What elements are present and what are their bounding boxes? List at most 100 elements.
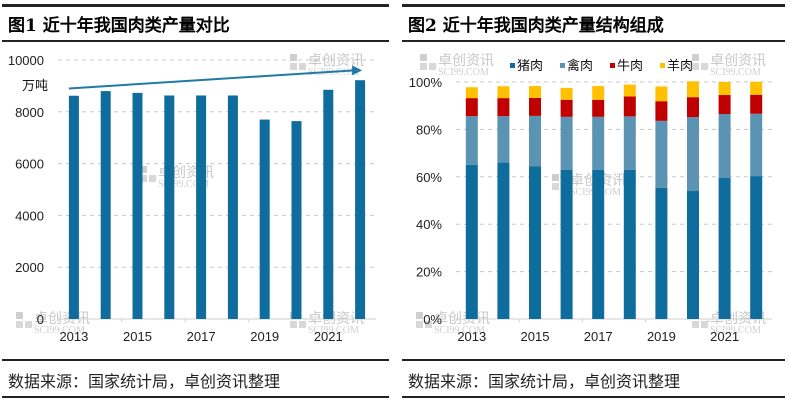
watermark-text: 卓创资讯 <box>710 53 766 69</box>
panel-meat-output: 图1 近十年我国肉类产量对比 卓创资讯 SCI99.COM 卓创资讯 SCI99.CO… <box>0 0 395 406</box>
y-tick-label: 8000 <box>15 105 44 120</box>
watermark-logo-icon <box>140 166 147 173</box>
legend-label: 羊肉 <box>667 58 693 74</box>
top-rule <box>2 4 389 7</box>
bar-segment-禽肉-2019 <box>655 120 668 188</box>
bar-segment-禽肉-2016 <box>560 116 573 170</box>
y-tick-label: 40% <box>416 217 442 232</box>
top-rule <box>402 4 785 7</box>
bar-segment-羊肉-2016 <box>560 87 573 100</box>
y-tick-label: 10000 <box>8 53 44 68</box>
watermark-logo-icon <box>692 54 699 61</box>
watermark-text: 卓创资讯 <box>308 53 364 69</box>
trend-arrow-head-icon <box>352 65 363 76</box>
x-tick-label: 2015 <box>521 329 550 344</box>
bar-segment-猪肉-2022 <box>750 176 763 319</box>
watermark-url: SCI99.COM <box>308 325 359 336</box>
bar-2021 <box>323 89 334 319</box>
watermark-logo-icon <box>692 321 699 328</box>
y-tick-label: 6000 <box>15 157 44 172</box>
watermark-logo-icon <box>25 321 32 328</box>
watermark-logo-icon <box>140 175 147 182</box>
watermark-logo-icon <box>701 63 708 70</box>
bar-segment-牛肉-2016 <box>560 99 573 117</box>
bar-segment-羊肉-2019 <box>655 86 668 102</box>
watermark-text: 卓创资讯 <box>438 53 494 69</box>
bar-chart-meat-output: 卓创资讯SCI99.COM卓创资讯SCI99.COM卓创资讯SCI99.COM卓… <box>8 53 376 344</box>
bar-2022 <box>355 80 366 319</box>
trend-arrow-line <box>68 69 355 90</box>
bar-2015 <box>132 92 143 319</box>
bar-segment-禽肉-2018 <box>623 116 636 170</box>
bar-segment-羊肉-2022 <box>750 81 763 95</box>
watermark-logo-icon <box>290 63 297 70</box>
bar-segment-猪肉-2016 <box>560 169 573 319</box>
watermark-url: SCI99.COM <box>710 325 761 336</box>
bar-segment-猪肉-2013 <box>465 164 478 319</box>
watermark-logo-icon <box>429 63 436 70</box>
watermark-url: SCI99.COM <box>710 67 761 78</box>
bar-2013 <box>68 95 79 319</box>
bottom-rule <box>402 396 785 398</box>
bar-segment-猪肉-2020 <box>687 191 699 319</box>
chart-bottom-rule <box>2 359 389 361</box>
watermark-logo-icon <box>290 54 297 61</box>
bar-2019 <box>259 119 270 319</box>
y-tick-label: 4000 <box>15 208 44 223</box>
legend-swatch-猪肉 <box>510 63 515 68</box>
watermark-logo-icon <box>299 321 306 328</box>
title-rule <box>402 40 785 42</box>
bar-segment-禽肉-2014 <box>497 116 510 163</box>
watermark-logo-icon <box>299 63 306 70</box>
bar-segment-猪肉-2017 <box>592 169 605 319</box>
title-rule <box>2 40 389 42</box>
legend-swatch-羊肉 <box>660 63 665 68</box>
x-tick-label: 2013 <box>457 329 486 344</box>
x-tick-label: 2017 <box>584 329 613 344</box>
bar-segment-牛肉-2020 <box>687 97 699 118</box>
bar-2018 <box>227 95 238 319</box>
watermark-logo-icon <box>692 63 699 70</box>
watermark-logo-icon <box>290 321 297 328</box>
panel-meat-structure: 图2 近十年我国肉类产量结构组成 卓创资讯 SCI99.COM 卓创资讯 SCI99.… <box>400 0 791 406</box>
y-tick-label: 2000 <box>15 260 44 275</box>
x-tick-label: 2021 <box>314 329 343 344</box>
watermark-url: SCI99.COM <box>434 325 485 336</box>
bar-segment-牛肉-2022 <box>750 94 763 114</box>
watermark-logo-icon <box>149 175 156 182</box>
y-tick-label: 60% <box>416 170 442 185</box>
bar-segment-禽肉-2021 <box>718 113 731 178</box>
bar-segment-羊肉-2017 <box>592 86 605 100</box>
watermark-url: SCI99.COM <box>34 325 85 336</box>
bar-segment-牛肉-2021 <box>718 95 731 114</box>
bar-2020 <box>291 121 302 320</box>
bar-segment-羊肉-2020 <box>687 81 699 98</box>
watermark-logo-icon <box>16 312 23 319</box>
y-tick-label: 100% <box>409 75 443 90</box>
watermark-logo-icon <box>16 321 23 328</box>
chart-bottom-rule <box>402 359 785 361</box>
y-tick-label: 20% <box>416 265 442 280</box>
bar-segment-羊肉-2021 <box>718 82 731 96</box>
x-tick-label: 2019 <box>250 329 279 344</box>
y-axis-unit: 万吨 <box>22 79 48 94</box>
bar-segment-牛肉-2018 <box>623 96 636 117</box>
bar-segment-羊肉-2015 <box>529 86 541 98</box>
watermark-logo-icon <box>701 321 708 328</box>
y-tick-label: 0 <box>37 312 44 327</box>
bar-segment-牛肉-2017 <box>592 99 605 117</box>
x-tick-label: 2015 <box>123 329 152 344</box>
bar-segment-猪肉-2021 <box>718 177 731 319</box>
bar-segment-禽肉-2015 <box>529 115 541 167</box>
source-note: 数据来源：国家统计局，卓创资讯整理 <box>8 372 281 391</box>
bar-segment-禽肉-2022 <box>750 113 763 177</box>
bar-segment-禽肉-2013 <box>465 116 478 165</box>
bar-segment-禽肉-2020 <box>687 117 699 192</box>
legend-label: 牛肉 <box>617 59 643 74</box>
bottom-rule <box>2 396 389 398</box>
x-tick-label: 2021 <box>710 329 739 344</box>
x-tick-label: 2017 <box>187 329 216 344</box>
watermark-url: SCI99.COM <box>438 67 489 78</box>
